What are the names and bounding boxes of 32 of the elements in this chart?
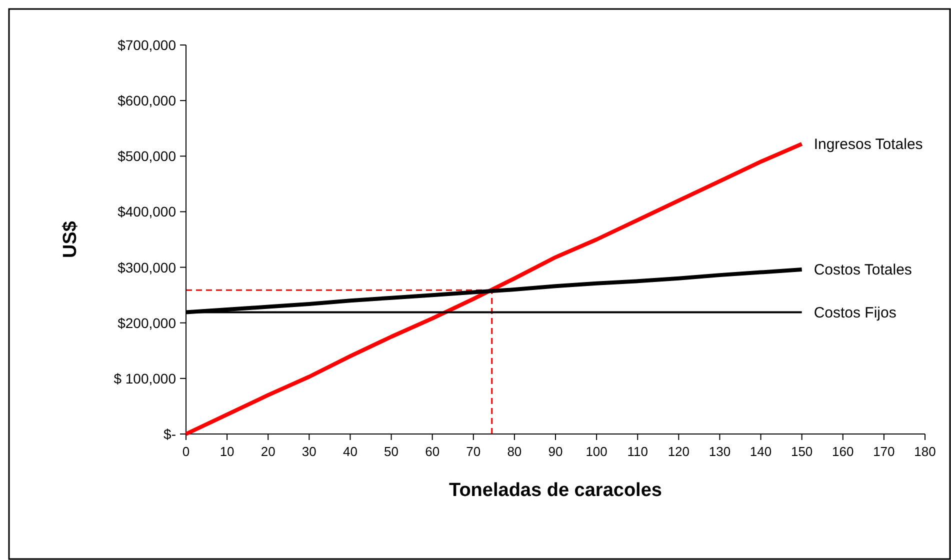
x-tick-label: 160 xyxy=(832,444,854,459)
x-tick-label: 10 xyxy=(220,444,234,459)
x-tick-label: 110 xyxy=(627,444,648,459)
x-tick-label: 70 xyxy=(466,444,481,459)
x-tick-label: 180 xyxy=(914,444,936,459)
x-axis-title: Toneladas de caracoles xyxy=(449,480,662,501)
y-axis-title: US$ xyxy=(60,220,81,258)
x-tick-label: 30 xyxy=(302,444,316,459)
y-tick-label: $200,000 xyxy=(118,314,176,331)
x-tick-label: 50 xyxy=(384,444,399,459)
x-tick-label: 150 xyxy=(790,444,813,459)
series-label: Costos Totales xyxy=(814,262,912,279)
y-tick-label: $300,000 xyxy=(118,259,176,276)
y-tick-label: $- xyxy=(164,426,176,442)
y-tick-label: $600,000 xyxy=(118,92,176,109)
x-tick-label: 120 xyxy=(668,444,690,459)
x-tick-label: 90 xyxy=(548,444,563,459)
x-tick-label: 20 xyxy=(260,444,276,459)
x-tick-label: 170 xyxy=(873,444,895,459)
x-tick-label: 140 xyxy=(750,444,772,459)
y-tick-label: $500,000 xyxy=(118,148,176,164)
y-tick-label: $400,000 xyxy=(118,204,176,220)
x-tick-label: 40 xyxy=(342,444,358,459)
x-tick-label: 60 xyxy=(425,444,440,459)
y-tick-label: $ 100,000 xyxy=(114,370,176,386)
x-tick-label: 0 xyxy=(182,444,190,459)
series-label: Ingresos Totales xyxy=(814,136,923,153)
x-tick-label: 80 xyxy=(507,444,522,459)
x-tick-label: 130 xyxy=(708,444,731,459)
x-tick-label: 100 xyxy=(586,444,608,459)
y-tick-label: $700,000 xyxy=(118,37,176,53)
series-label: Costos Fijos xyxy=(814,304,896,322)
